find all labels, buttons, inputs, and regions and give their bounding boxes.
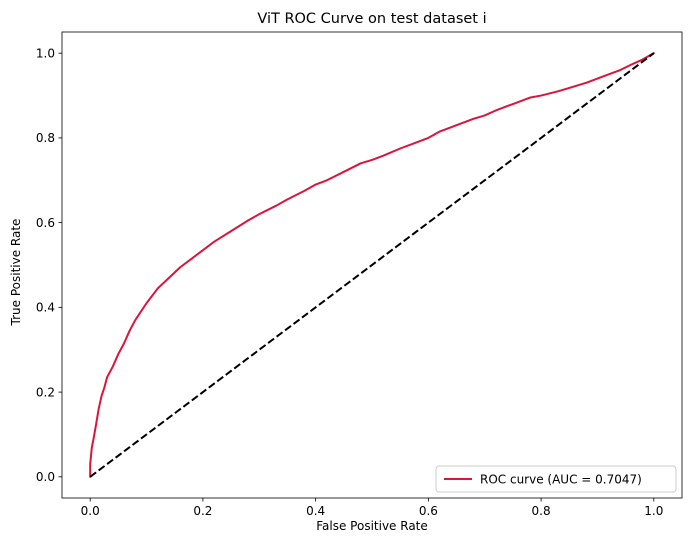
chance-diagonal-line	[89, 52, 655, 478]
x-tick-label: 0.8	[532, 504, 551, 518]
y-tick-label: 0.6	[36, 216, 55, 230]
roc-curve-line	[89, 52, 655, 478]
x-tick-label: 0.2	[193, 504, 212, 518]
x-tick-label: 1.0	[644, 504, 663, 518]
chart-title: ViT ROC Curve on test dataset i	[257, 11, 486, 27]
plot-area: 0.0 0.2 0.4 0.6 0.8 1.0 0.0 0.2 0.4 0.6 0.8 1.0 ROC …	[36, 31, 683, 518]
x-axis-label: False Positive Rate	[316, 519, 428, 533]
x-tick-label: 0.6	[419, 504, 438, 518]
y-tick-label: 0.8	[36, 131, 55, 145]
x-tick-label: 0.4	[306, 504, 325, 518]
y-axis-label: True Positive Rate	[9, 219, 23, 327]
x-tick-label: 0.0	[81, 504, 100, 518]
axes-frame	[61, 31, 683, 499]
y-tick-label: 0.2	[36, 385, 55, 399]
legend-label: ROC curve (AUC = 0.7047)	[480, 472, 642, 486]
y-tick-label: 0.4	[36, 301, 55, 315]
y-tick-label: 0.0	[36, 470, 55, 484]
y-tick-label: 1.0	[36, 46, 55, 60]
legend-box	[435, 465, 677, 493]
